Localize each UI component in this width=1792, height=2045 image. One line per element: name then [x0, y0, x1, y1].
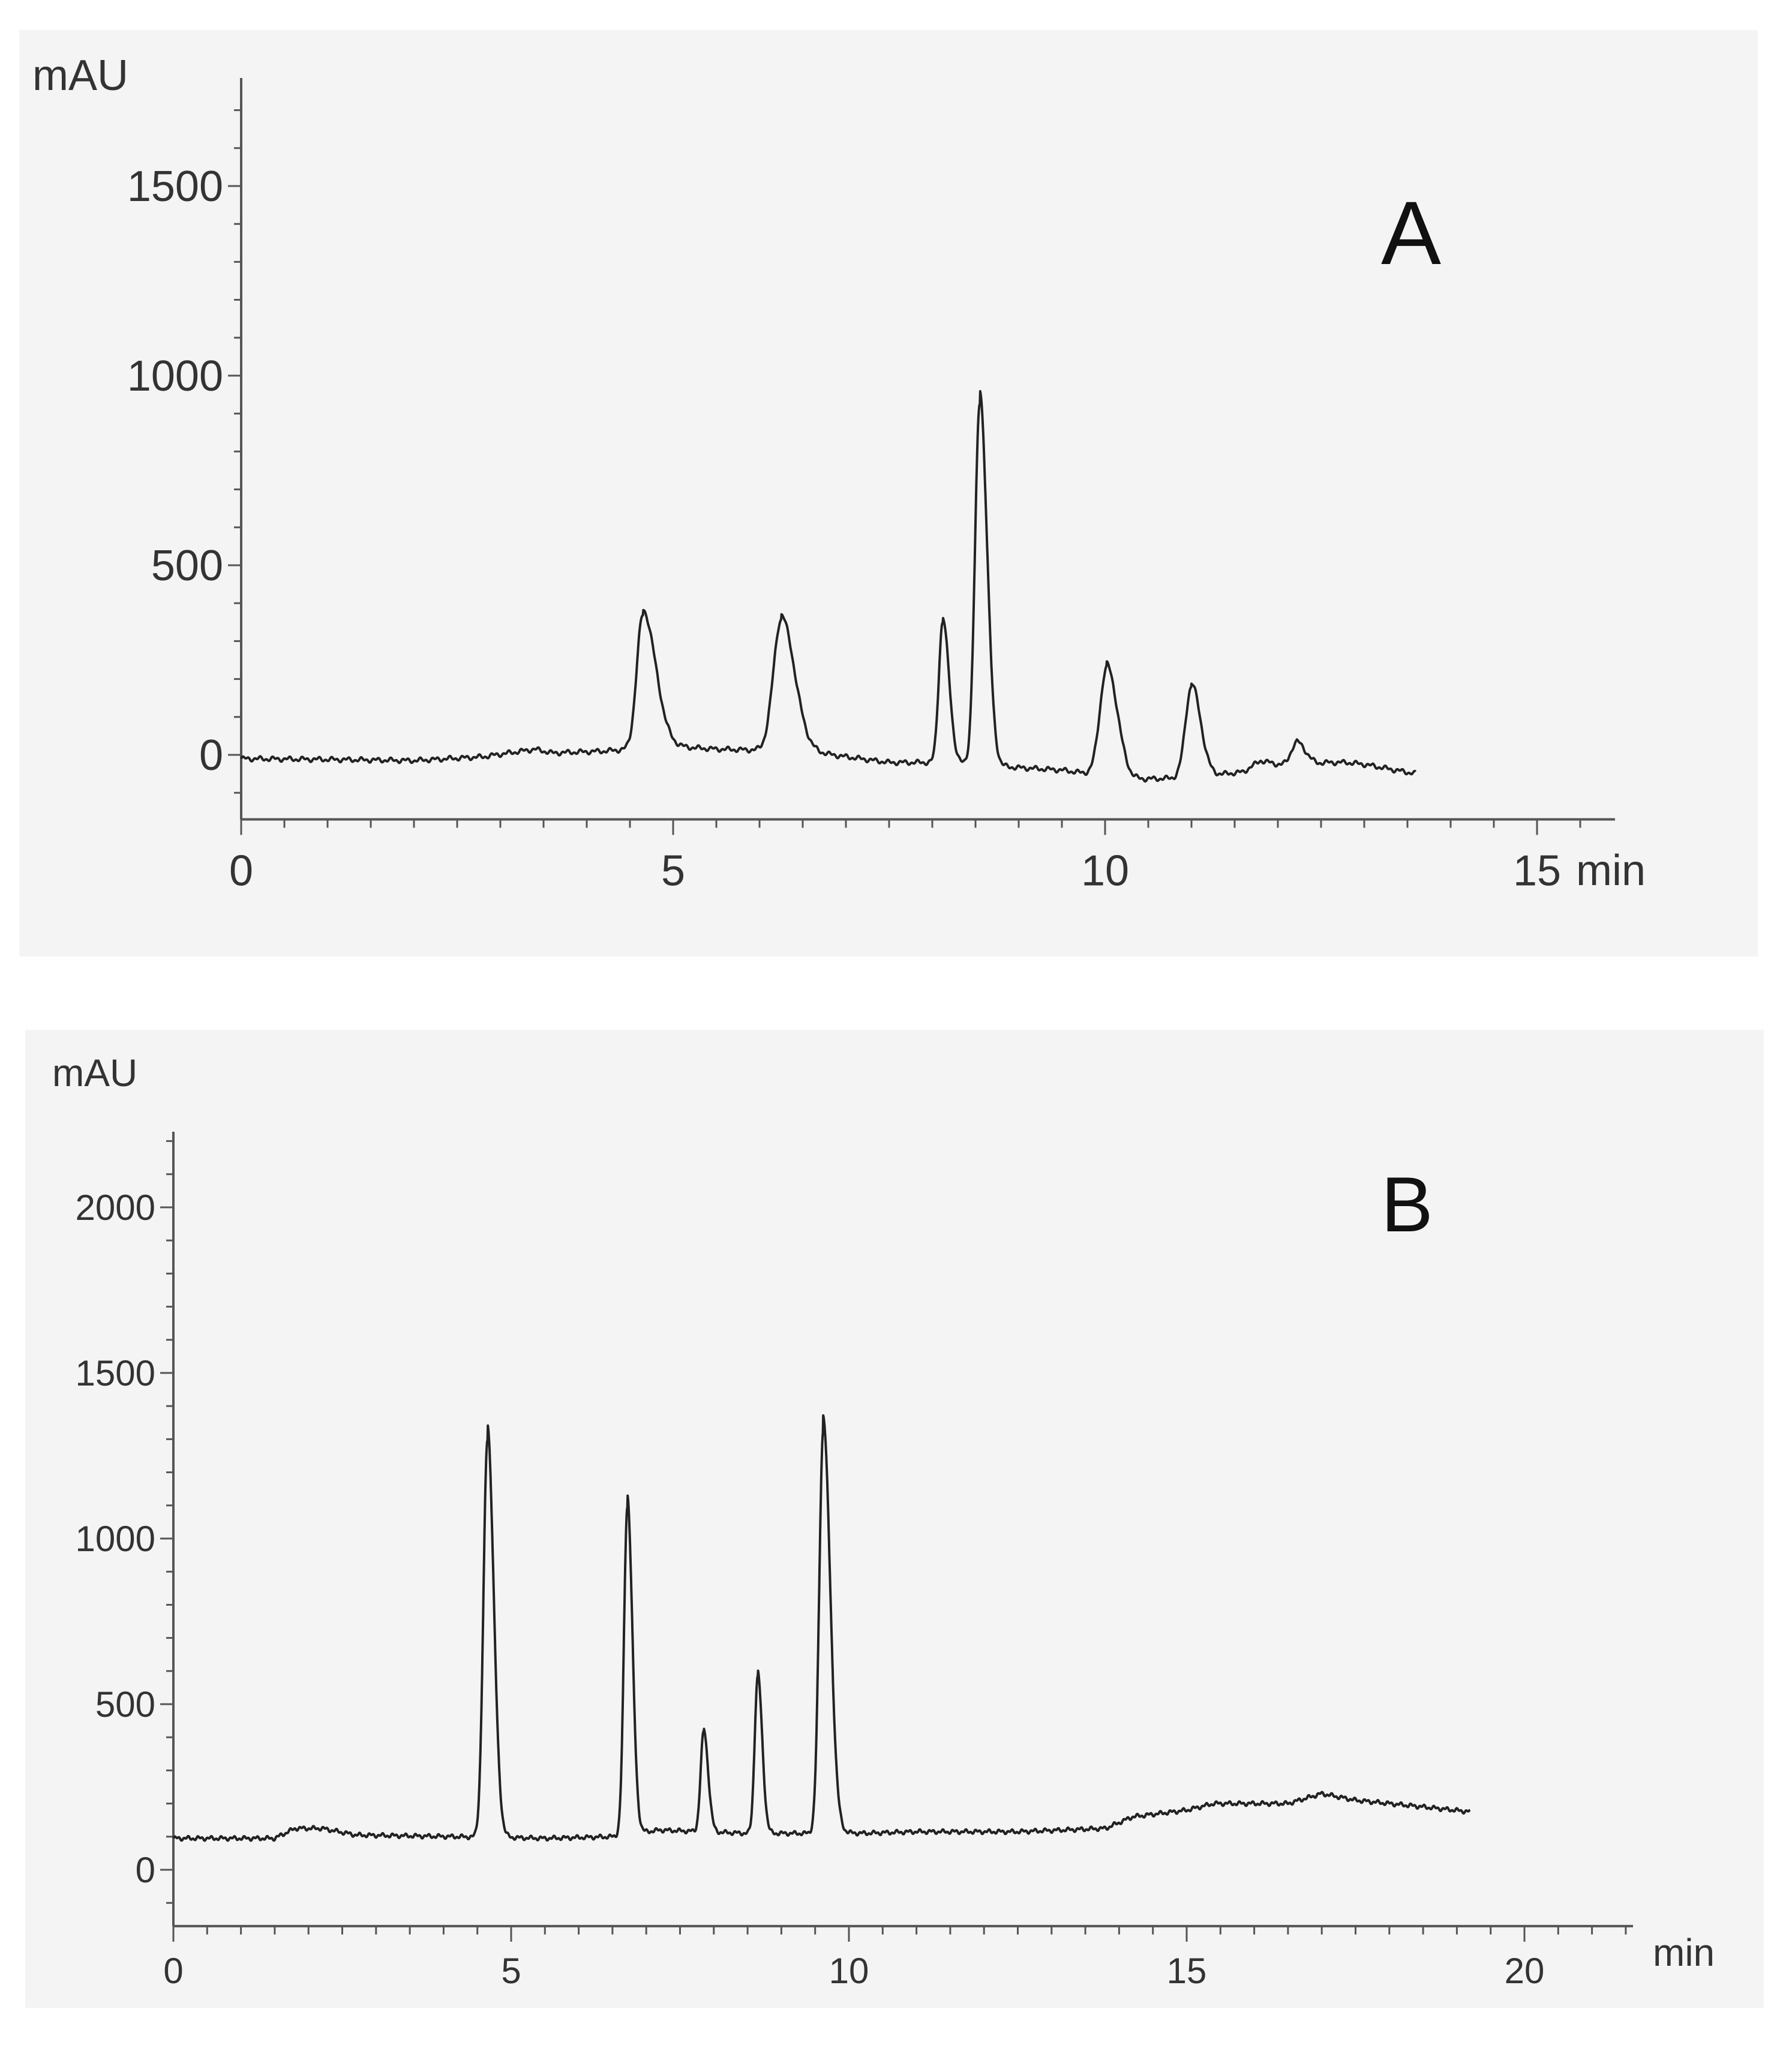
chromatogram-panel-b: mAU min B 0 500 1000 1500 2000 0 5 10 15 20: [25, 1030, 1764, 2008]
chromatogram-trace: [172, 1414, 1471, 1842]
y-tick-label: 0: [136, 1850, 155, 1890]
y-tick-label: 1000: [76, 1519, 155, 1559]
panel-label-b: B: [1381, 1161, 1433, 1248]
y-tick-label: 1500: [76, 1353, 155, 1393]
x-tick-label: 0: [229, 847, 253, 895]
y-axis-label: mAU: [52, 1051, 137, 1095]
x-tick-label: 5: [661, 847, 685, 895]
x-tick-label: 10: [1081, 847, 1129, 895]
x-axis-label: min: [1653, 1931, 1715, 1974]
x-axis-label: min: [1576, 847, 1646, 895]
y-tick-label: 500: [95, 1684, 155, 1725]
x-tick-label: 0: [163, 1951, 183, 1991]
chromatogram-b-plot: mAU min B 0 500 1000 1500 2000 0 5 10 15 20: [52, 1051, 1715, 1991]
y-tick-label: 0: [199, 731, 223, 779]
panel-label-a: A: [1381, 182, 1441, 283]
y-axis-label: mAU: [32, 52, 128, 100]
chromatogram-panel-a: mAU min A 0 500 1000 1500 0 5 10 15: [19, 30, 1758, 956]
y-tick-label: 2000: [76, 1188, 155, 1228]
chromatogram-trace: [240, 390, 1417, 783]
x-tick-label: 5: [501, 1951, 521, 1991]
x-tick-label: 15: [1513, 847, 1561, 895]
y-tick-label: 1500: [127, 163, 223, 211]
chromatogram-a-plot: mAU min A 0 500 1000 1500 0 5 10 15: [32, 52, 1646, 895]
x-tick-label: 20: [1505, 1951, 1545, 1991]
x-tick-label: 10: [829, 1951, 869, 1991]
x-tick-label: 15: [1167, 1951, 1207, 1991]
y-tick-label: 1000: [127, 352, 223, 400]
y-tick-label: 500: [151, 542, 223, 590]
